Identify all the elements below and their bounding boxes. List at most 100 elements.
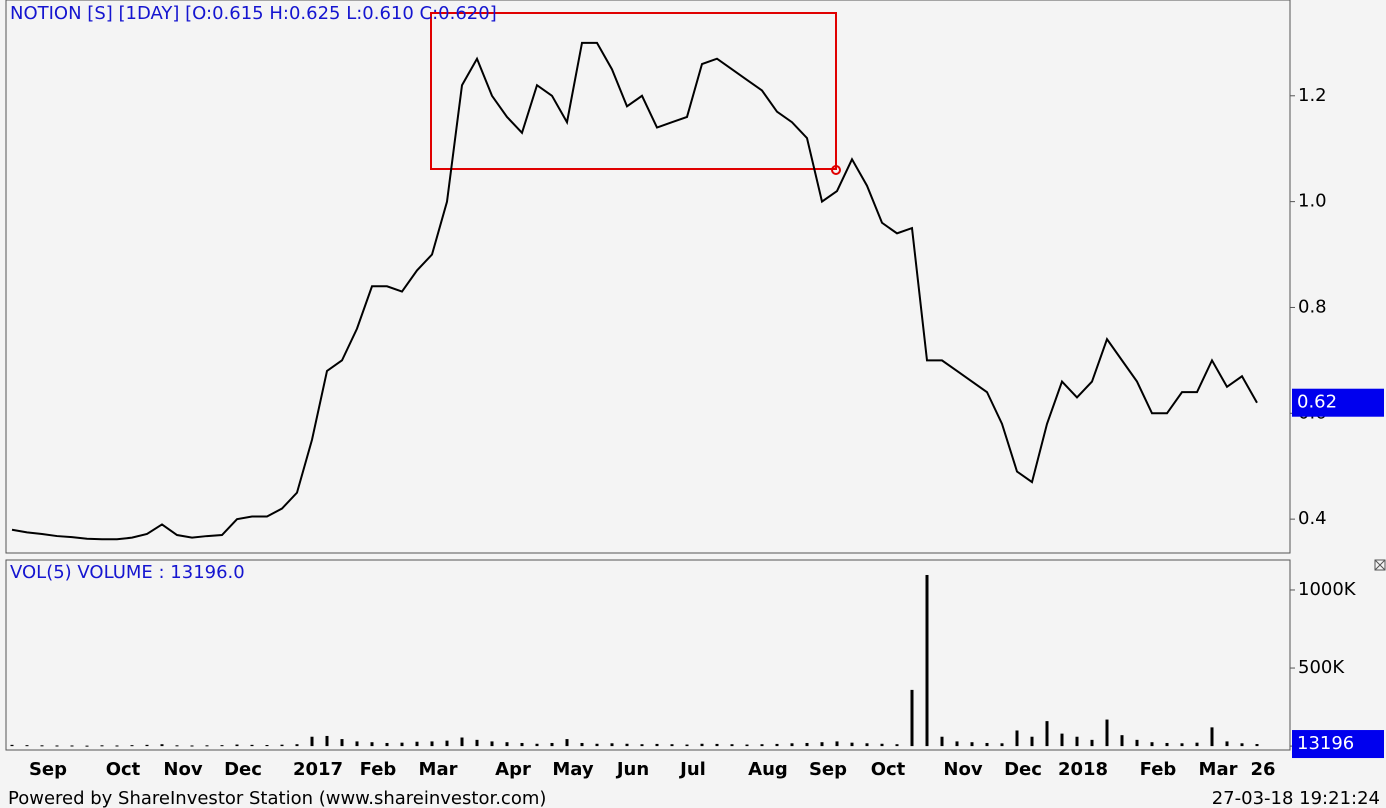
volume-bar	[775, 743, 779, 747]
volume-bar	[835, 741, 839, 747]
volume-bar	[295, 744, 299, 747]
volume-bar	[25, 745, 29, 747]
close-icon[interactable]	[1374, 559, 1386, 571]
x-tick-label: Mar	[419, 759, 458, 780]
x-tick-label: Dec	[224, 759, 262, 780]
volume-bar	[1165, 742, 1169, 747]
x-tick-label: Oct	[871, 759, 906, 780]
x-tick-label: Sep	[809, 759, 847, 780]
volume-bar	[10, 744, 14, 747]
volume-bar	[985, 742, 989, 747]
volume-bar	[115, 745, 119, 747]
volume-bar	[1225, 741, 1229, 747]
volume-bar	[550, 742, 554, 747]
x-tick-label: Oct	[106, 759, 141, 780]
volume-bar	[925, 574, 929, 747]
x-tick-label: Feb	[360, 759, 397, 780]
volume-bar	[670, 744, 674, 747]
chart-title: NOTION [S] [1DAY] [O:0.615 H:0.625 L:0.6…	[10, 3, 497, 24]
volume-bar	[235, 744, 239, 747]
volume-bar	[865, 743, 869, 747]
y-tick-label: 0.8	[1298, 296, 1327, 317]
x-tick-label: Apr	[495, 759, 531, 780]
volume-bar	[70, 745, 74, 747]
volume-bar	[400, 742, 404, 747]
price-panel	[5, 0, 1291, 554]
volume-bar	[265, 745, 269, 747]
volume-bar	[1135, 739, 1139, 747]
volume-bar	[1090, 739, 1094, 747]
last-value-box	[1292, 388, 1384, 417]
volume-bar	[40, 745, 44, 747]
x-tick-label: Nov	[943, 759, 982, 780]
footer-right: 27-03-18 19:21:24	[1212, 788, 1380, 808]
volume-bar	[535, 743, 539, 747]
box-handle	[831, 165, 841, 175]
volume-bar	[85, 745, 89, 747]
last-value-label: 0.62	[1297, 392, 1337, 413]
volume-panel	[5, 559, 1291, 751]
x-tick-label: 2017	[293, 759, 343, 780]
volume-bar	[1180, 743, 1184, 747]
volume-bar	[640, 744, 644, 747]
volume-bar	[175, 745, 179, 747]
volume-bar	[880, 743, 884, 747]
volume-bar	[565, 739, 569, 747]
volume-title: VOL(5) VOLUME : 13196.0	[10, 562, 245, 583]
x-tick-label: Jul	[678, 759, 706, 780]
footer-left: Powered by ShareInvestor Station (www.sh…	[8, 788, 546, 808]
x-tick-label: Mar	[1199, 759, 1238, 780]
volume-bar	[970, 742, 974, 747]
volume-bar	[1150, 742, 1154, 747]
volume-bar	[280, 744, 284, 747]
volume-bar	[520, 742, 524, 747]
volume-bar	[940, 736, 944, 747]
last-value-label: 13196	[1297, 733, 1354, 754]
x-tick-label: Aug	[748, 759, 788, 780]
price-line	[11, 41, 1258, 541]
highlight-box	[430, 12, 837, 170]
volume-bar	[130, 745, 134, 747]
x-tick-label: Sep	[29, 759, 67, 780]
volume-bar	[430, 741, 434, 747]
volume-bar	[910, 689, 914, 747]
volume-bar	[325, 735, 329, 747]
volume-bar	[505, 742, 509, 747]
y-tick-label: 1.2	[1298, 85, 1327, 106]
volume-bar	[220, 745, 224, 747]
volume-bar	[1045, 721, 1049, 747]
volume-bar	[385, 742, 389, 747]
y-tick-label: 1000K	[1298, 579, 1357, 600]
volume-bar	[1060, 733, 1064, 747]
volume-bar	[655, 743, 659, 747]
x-tick-label: May	[552, 759, 594, 780]
volume-bar	[205, 745, 209, 747]
last-value-box	[1292, 730, 1384, 759]
y-tick-label: 500K	[1298, 657, 1345, 678]
volume-bar	[805, 742, 809, 747]
volume-bar	[685, 744, 689, 747]
volume-bar	[355, 741, 359, 747]
volume-bar	[625, 743, 629, 747]
volume-bar	[715, 743, 719, 747]
volume-bar	[790, 743, 794, 747]
volume-bar	[1075, 736, 1079, 747]
volume-bar	[460, 737, 464, 747]
volume-bar	[1120, 735, 1124, 747]
volume-bar	[595, 743, 599, 747]
volume-bar	[1030, 736, 1034, 747]
volume-bar	[145, 744, 149, 747]
x-tick-label: Feb	[1140, 759, 1177, 780]
volume-bar	[250, 744, 254, 747]
volume-bar	[1255, 744, 1259, 747]
x-tick-label: Jun	[615, 759, 649, 780]
volume-bar	[610, 743, 614, 747]
volume-bar	[340, 739, 344, 747]
volume-bar	[1195, 742, 1199, 747]
volume-bar	[730, 744, 734, 747]
volume-bar	[1000, 743, 1004, 747]
volume-bar	[580, 742, 584, 747]
volume-bar	[475, 739, 479, 747]
volume-bar	[850, 742, 854, 747]
volume-bar	[1105, 719, 1109, 747]
